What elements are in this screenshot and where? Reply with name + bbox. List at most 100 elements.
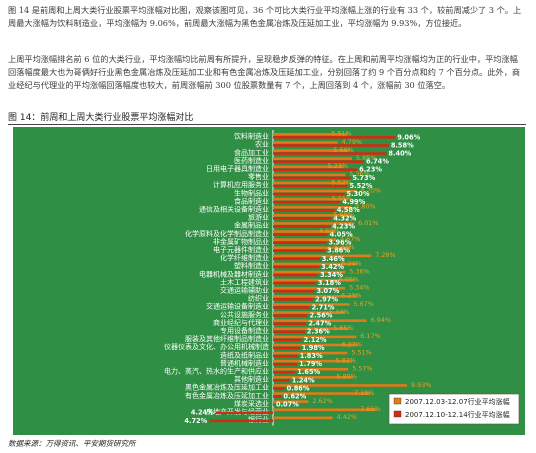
category-label: 电子元器件制造业 bbox=[213, 245, 269, 254]
legend: 2007.12.03-12.07行业平均涨幅 2007.12.10-12.14行业… bbox=[388, 393, 520, 425]
bar-prev-week bbox=[273, 197, 348, 201]
data-label-prev-week: 6.24% bbox=[341, 259, 361, 267]
bar-prev-week bbox=[273, 205, 352, 209]
figure-title: 图 14：前周和上周大类行业股票平均涨幅对比 bbox=[8, 113, 194, 123]
bar-last-week bbox=[273, 265, 320, 269]
data-label-prev-week: 6.23% bbox=[341, 292, 361, 300]
bar-prev-week bbox=[273, 351, 348, 355]
data-label-prev-week: 5.65% bbox=[333, 324, 353, 332]
bar-last-week bbox=[273, 298, 314, 301]
bar-last-week bbox=[273, 338, 302, 342]
source-note: 数据来源：万得资讯、平安期货研究所 bbox=[8, 439, 136, 448]
bar-last-week bbox=[273, 379, 290, 382]
bar-prev-week bbox=[273, 311, 346, 314]
category-label: 日用电子器具制造业 bbox=[206, 164, 269, 173]
bar-prev-week bbox=[273, 319, 367, 322]
data-label-prev-week: 4.42% bbox=[337, 413, 357, 421]
data-label-last-week: 2.12% bbox=[304, 336, 327, 344]
data-label-prev-week: 5.36% bbox=[349, 170, 369, 178]
bar-prev-week bbox=[273, 230, 336, 233]
bar-prev-week bbox=[273, 214, 350, 217]
bar-last-week bbox=[273, 403, 274, 406]
data-label-last-week: 2.56% bbox=[310, 311, 333, 319]
bar-last-week bbox=[273, 395, 282, 398]
data-label-last-week: 3.86% bbox=[327, 247, 350, 255]
data-label-last-week: 4.23% bbox=[332, 222, 355, 230]
bar-last-week bbox=[273, 314, 308, 317]
bar-prev-week bbox=[273, 222, 355, 225]
analysis-paragraph: 上周平均涨幅排名前 6 位的大类行业，平均涨幅均比前周有所提升，呈现稳步反弹的特… bbox=[8, 54, 521, 90]
data-label-last-week: 2.97% bbox=[315, 295, 338, 303]
bar-prev-week bbox=[273, 254, 372, 258]
category-label: 化学纤维制造业 bbox=[220, 253, 269, 262]
bar-last-week bbox=[273, 273, 319, 277]
data-label-prev-week: 5.66% bbox=[333, 211, 353, 219]
data-label-prev-week: 4.67% bbox=[340, 235, 360, 243]
data-label-prev-week: 5.67% bbox=[354, 300, 374, 308]
data-label-prev-week: 4.60% bbox=[319, 227, 339, 235]
data-label-prev-week: 5.66% bbox=[333, 146, 353, 154]
category-label: 电力、蒸汽、热水的生产和供应业 bbox=[164, 366, 269, 375]
data-label-last-week: 8.58% bbox=[391, 141, 414, 149]
data-label-last-week: 5.30% bbox=[347, 190, 370, 198]
category-label: 非金属矿物制品业 bbox=[213, 237, 269, 246]
data-label-last-week: 1.65% bbox=[297, 368, 320, 376]
data-label-last-week: 4.32% bbox=[333, 214, 356, 222]
bar-last-week bbox=[273, 257, 320, 261]
category-label: 交通运输辅助业 bbox=[220, 285, 269, 294]
data-label-prev-week: 7.66% bbox=[360, 405, 380, 413]
bar-last-week bbox=[273, 184, 348, 188]
category-label: 饮料制造业 bbox=[234, 132, 269, 141]
bar-prev-week bbox=[273, 303, 350, 306]
category-label: 商业经纪与代理业 bbox=[213, 318, 269, 327]
data-label-last-week: 1.79% bbox=[299, 360, 322, 368]
bar-last-week bbox=[273, 330, 305, 334]
category-label: 煤炭采选业 bbox=[234, 399, 269, 408]
bar-last-week bbox=[273, 200, 341, 204]
bar-prev-week bbox=[273, 189, 357, 193]
data-label-last-week: 2.36% bbox=[307, 328, 330, 336]
intro-paragraph: 图 14 是前周和上周大类行业股票平均涨幅对比图，观察该图可见，36 个可比大类… bbox=[8, 5, 522, 28]
bar-last-week bbox=[273, 289, 315, 293]
bar-prev-week bbox=[273, 400, 309, 403]
bar-last-week bbox=[273, 362, 298, 366]
data-label-last-week: 0.86% bbox=[287, 384, 310, 392]
category-label: 纺织业 bbox=[248, 294, 269, 303]
data-label-last-week: 3.34% bbox=[320, 271, 343, 279]
category-label: 生物制品业 bbox=[234, 188, 269, 197]
data-label-prev-week: 7.28% bbox=[375, 251, 395, 259]
legend-swatch-prev-week bbox=[393, 397, 402, 405]
bar-prev-week bbox=[273, 376, 353, 379]
category-label: 黑色金属冶炼及压延加工业 bbox=[185, 383, 269, 392]
category-label: 医药制造业 bbox=[234, 156, 269, 165]
category-label: 计算机应用服务业 bbox=[213, 180, 269, 189]
bar-last-week bbox=[273, 306, 310, 309]
data-label-last-week: 0.07% bbox=[276, 401, 299, 409]
data-label-prev-week: 5.85% bbox=[356, 154, 376, 162]
bar-prev-week bbox=[273, 416, 333, 420]
category-label: 公共设施服务业 bbox=[220, 310, 269, 319]
data-label-last-week: 3.18% bbox=[318, 279, 341, 287]
data-label-last-week: 6.74% bbox=[366, 158, 389, 166]
bar-last-week bbox=[273, 225, 331, 228]
bar-prev-week bbox=[273, 157, 352, 160]
data-label-last-week: 4.58% bbox=[337, 206, 360, 214]
category-label: 电器机械及器材制造业 bbox=[199, 269, 269, 278]
data-label-last-week: 1.83% bbox=[300, 352, 323, 360]
category-label: 塑料制造业 bbox=[234, 261, 269, 270]
data-label-last-week: 2.71% bbox=[312, 303, 335, 311]
bar-last-week bbox=[273, 217, 332, 220]
bar-last-week bbox=[273, 192, 345, 196]
legend-swatch-last-week bbox=[393, 410, 402, 418]
bar-last-week bbox=[273, 176, 351, 180]
data-label-prev-week: 9.93% bbox=[411, 381, 431, 389]
data-label-prev-week: 6.01% bbox=[358, 219, 378, 227]
data-label-prev-week: 6.94% bbox=[371, 316, 391, 324]
data-label-last-week: 3.42% bbox=[321, 263, 344, 271]
bar-last-week bbox=[273, 281, 316, 285]
data-label-prev-week: 6.17% bbox=[360, 332, 380, 340]
data-label-last-week: 8.40% bbox=[388, 149, 411, 157]
bar-last-week bbox=[273, 249, 326, 253]
category-label: 旅游业 bbox=[248, 213, 269, 222]
category-label: 零售业 bbox=[248, 172, 269, 181]
